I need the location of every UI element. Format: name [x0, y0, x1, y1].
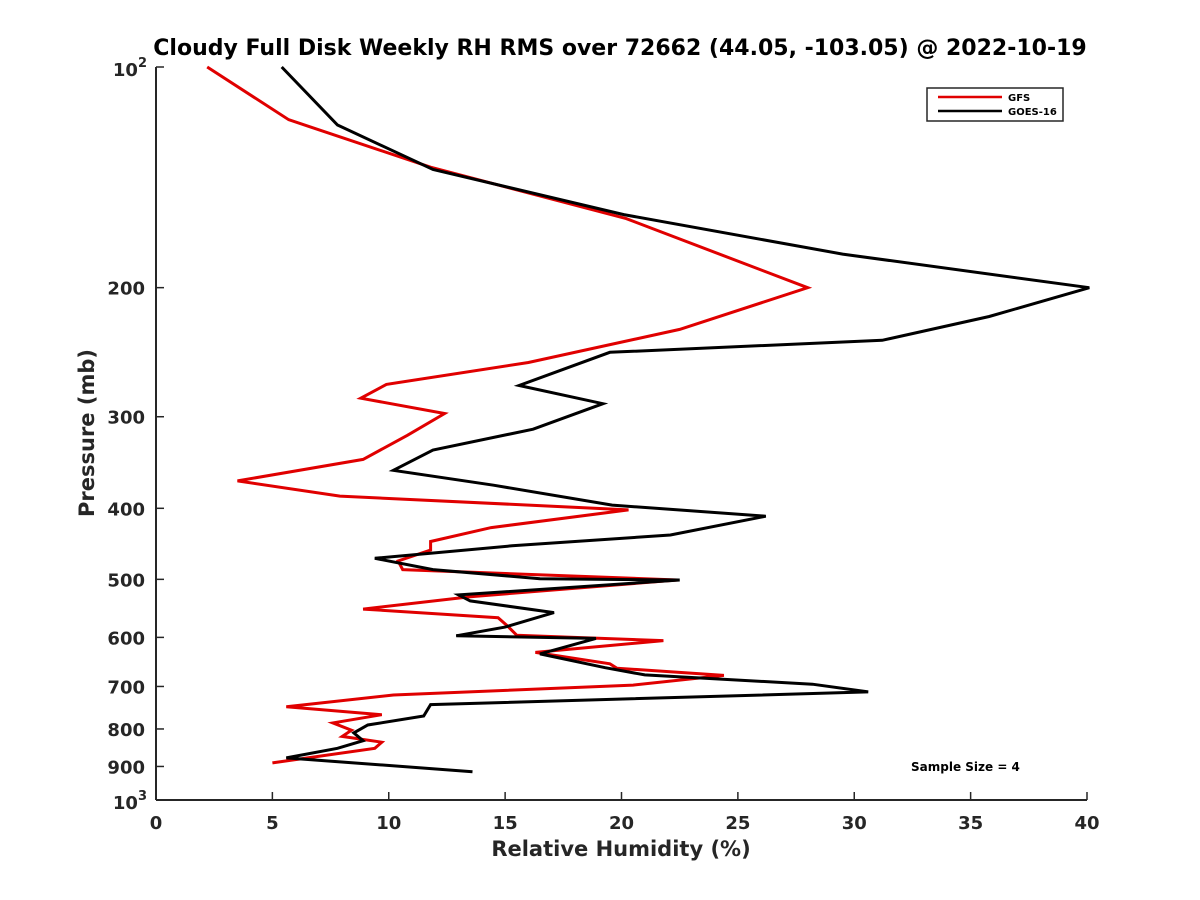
x-tick-label: 20 [609, 813, 634, 834]
y-tick-label: 400 [107, 499, 145, 520]
y-tick-label: 500 [107, 570, 145, 591]
y-tick-exponent: 3 [138, 789, 147, 804]
legend-label-gfs: GFS [1008, 93, 1030, 104]
y-tick-label: 300 [107, 408, 145, 429]
y-tick-exponent: 2 [138, 56, 147, 71]
y-tick-label: 200 [107, 279, 145, 300]
y-tick-label: 103 [113, 789, 147, 814]
series-line-gfs [206, 65, 813, 765]
legend: GFS GOES-16 [926, 87, 1064, 122]
plot-area [155, 67, 1087, 801]
sample-size-annotation: Sample Size = 4 [911, 760, 1020, 774]
legend-label-goes16: GOES-16 [1008, 107, 1057, 118]
y-tick-base: 10 [113, 793, 138, 814]
x-axis-label: Relative Humidity (%) [491, 837, 750, 861]
legend-box [926, 87, 1064, 122]
x-tick-label: 25 [725, 813, 750, 834]
x-tick-label: 0 [150, 813, 163, 834]
y-tick-label: 600 [107, 628, 145, 649]
y-axis-label: Pressure (mb) [75, 349, 99, 517]
y-tick-label: 800 [107, 720, 145, 741]
y-tick-base: 10 [113, 60, 138, 81]
chart-title: Cloudy Full Disk Weekly RH RMS over 7266… [153, 36, 1086, 61]
y-tick-label: 900 [107, 757, 145, 778]
x-tick-label: 15 [493, 813, 518, 834]
x-tick-label: 30 [842, 813, 867, 834]
x-tick-label: 35 [958, 813, 983, 834]
series-line-goes16 [280, 65, 1090, 774]
x-tick-label: 10 [376, 813, 401, 834]
series-layer [206, 65, 1090, 774]
y-tick-label: 102 [113, 56, 147, 81]
y-tick-label: 700 [107, 677, 145, 698]
x-tick-label: 5 [266, 813, 279, 834]
x-ticks: 0 5 10 15 20 25 30 35 40 [150, 792, 1100, 834]
x-tick-label: 40 [1074, 813, 1099, 834]
